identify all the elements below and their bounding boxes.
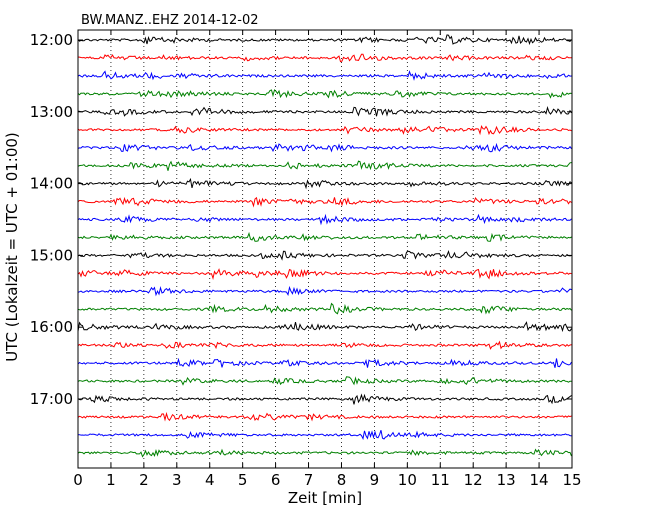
- trace-rows: [77, 34, 572, 458]
- trace-row: [77, 411, 572, 422]
- trace-row: [77, 53, 572, 63]
- trace-row: [77, 231, 572, 242]
- trace-row: [77, 89, 572, 99]
- y-tick-label: 12:00: [30, 31, 73, 49]
- trace-row: [77, 393, 572, 405]
- trace-row: [77, 448, 572, 458]
- x-axis: 0 1 2 3 4 5 6 7 8 9 10 11 12 13 14 15: [73, 30, 582, 489]
- y-axis-label: UTC (Lokalzeit = UTC + 01:00): [3, 132, 21, 362]
- x-tick-label: 1: [106, 471, 116, 489]
- trace-row: [77, 376, 572, 386]
- x-tick-label: 4: [205, 471, 215, 489]
- trace-row: [77, 105, 572, 117]
- x-tick-label: 9: [370, 471, 380, 489]
- y-tick-label: 13:00: [30, 103, 73, 121]
- trace-row: [77, 268, 572, 281]
- y-tick-label: 17:00: [30, 390, 73, 408]
- trace-row: [77, 340, 572, 350]
- x-tick-label: 2: [139, 471, 149, 489]
- x-tick-label: 13: [497, 471, 516, 489]
- trace-row: [77, 249, 572, 261]
- y-tick-label: 14:00: [30, 175, 73, 193]
- trace-row: [77, 177, 572, 190]
- x-tick-label: 12: [464, 471, 483, 489]
- trace-row: [77, 160, 572, 171]
- trace-row: [77, 124, 572, 136]
- y-tick-label: 15:00: [30, 246, 73, 264]
- trace-row: [77, 357, 572, 368]
- x-axis-label: Zeit [min]: [288, 489, 362, 507]
- x-tick-label: 14: [530, 471, 549, 489]
- y-tick-label: 16:00: [30, 318, 73, 336]
- trace-row: [77, 142, 572, 153]
- trace-row: [77, 196, 572, 208]
- trace-row: [77, 302, 572, 315]
- y-axis: 12:00 13:00 14:00 15:00 16:00 17:00: [30, 31, 572, 408]
- x-tick-label: 7: [304, 471, 314, 489]
- trace-row: [77, 213, 572, 226]
- trace-row: [77, 430, 572, 441]
- x-tick-label: 11: [431, 471, 450, 489]
- x-tick-label: 0: [73, 471, 83, 489]
- trace-row: [77, 285, 572, 297]
- trace-row: [77, 321, 572, 333]
- x-tick-label: 3: [172, 471, 182, 489]
- chart-title: BW.MANZ..EHZ 2014-12-02: [81, 13, 259, 28]
- trace-row: [77, 70, 572, 81]
- x-tick-label: 5: [238, 471, 248, 489]
- x-tick-label: 15: [562, 471, 581, 489]
- x-tick-label: 8: [337, 471, 347, 489]
- x-tick-label: 10: [398, 471, 417, 489]
- x-tick-label: 6: [271, 471, 281, 489]
- vertical-grid: [110, 30, 540, 468]
- trace-row: [77, 34, 572, 46]
- plot-frame: [77, 29, 573, 469]
